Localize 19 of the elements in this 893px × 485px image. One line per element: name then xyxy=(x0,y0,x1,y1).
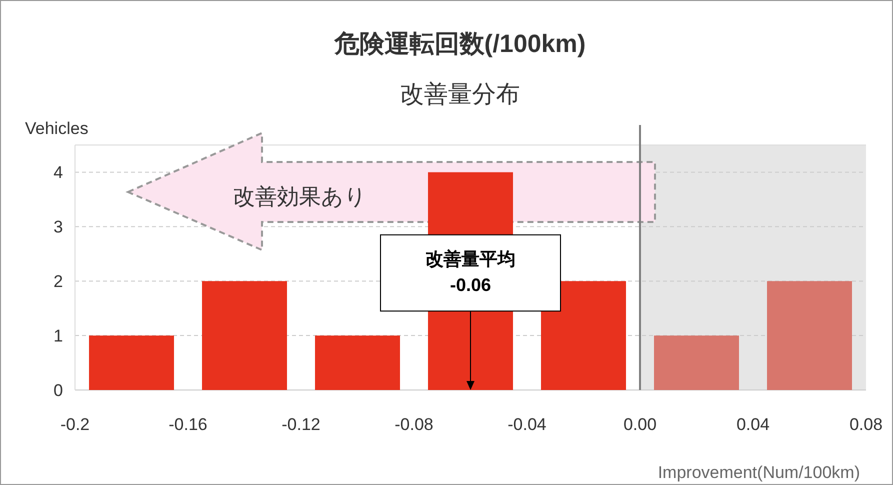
chart-subtitle: 改善量分布 xyxy=(400,81,520,108)
annotation: 改善量平均 -0.06 xyxy=(426,248,516,295)
x-tick-label: 0.08 xyxy=(849,415,883,434)
y-axis-title: Vehicles xyxy=(25,119,88,138)
x-tick-label: -0.04 xyxy=(508,415,546,434)
y-tick-label: 4 xyxy=(54,163,63,182)
x-tick-label: -0.2 xyxy=(60,415,90,434)
y-tick-label: 3 xyxy=(54,218,63,237)
y-tick-label: 2 xyxy=(54,272,63,292)
x-tick-label: -0.12 xyxy=(282,415,320,434)
x-tick-label: 0.04 xyxy=(736,415,770,434)
x-tick-label: -0.16 xyxy=(168,415,208,434)
chart-title: 危険運転回数(/100km) xyxy=(333,30,586,58)
y-tick-label: 1 xyxy=(54,326,63,346)
annotation: 改善効果あり xyxy=(233,184,367,209)
x-tick-label: 0.00 xyxy=(623,415,657,434)
x-axis-title: Improvement(Num/100km) xyxy=(658,463,860,482)
y-tick-label: 0 xyxy=(54,381,63,400)
x-tick-label: -0.08 xyxy=(394,415,434,434)
